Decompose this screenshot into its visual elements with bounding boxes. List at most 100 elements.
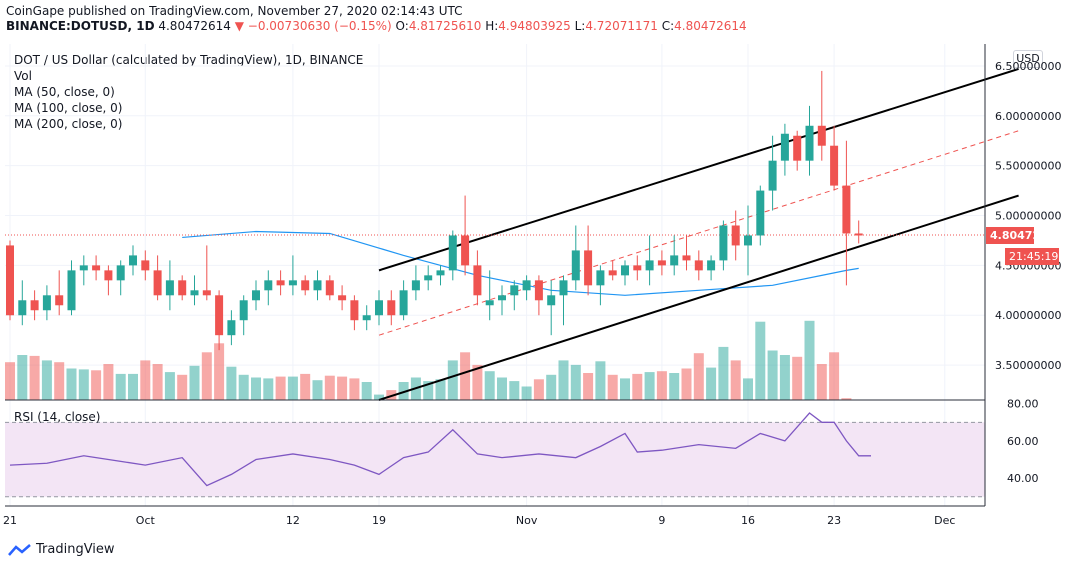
ohlc-line: BINANCE:DOTUSD, 1D 4.80472614 ▼ −0.00730… [6,19,747,34]
volume-bar-30 [374,394,384,400]
countdown-tag: 21:45:19 [1009,250,1058,263]
price-tags: 4.80472614 21:45:19 [986,227,1063,265]
open-value: 4.81725610 [408,19,482,33]
volume-bar-58 [718,346,729,400]
volume-bar-63 [779,355,790,400]
candle-body-23 [288,280,297,286]
volume-bar-20 [251,377,261,400]
candle-body-58 [719,225,728,261]
candle-body-12 [153,270,162,296]
volume-bar-39 [484,371,495,400]
volume-bar-48 [595,361,606,400]
footer-brand[interactable]: TradingView [8,542,115,557]
candle-body-56 [694,260,703,271]
candle-body-67 [830,145,839,186]
candle-body-44 [547,295,556,306]
volume-bar-3 [41,360,52,400]
candle-body-20 [252,290,260,301]
legend-ma50[interactable]: MA (50, close, 0) [14,85,115,99]
candle-body-37 [461,235,470,266]
time-tick-8: Dec [934,514,955,527]
volume-bar-53 [656,371,667,400]
candle-body-53 [657,260,666,266]
volume-bar-0 [5,362,15,400]
volume-bar-60 [743,378,753,400]
candle-body-10 [129,255,137,266]
currency-button[interactable]: USD [1013,50,1043,68]
close-label: C: [661,19,675,33]
volume-bar-38 [472,364,483,400]
price-tick-3: 5.00000000 [995,210,1061,223]
candle-body-43 [534,280,543,301]
time-tick-1: Oct [136,514,156,527]
volume-bar-21 [263,378,274,400]
rsi-band [5,412,985,498]
candle-body-57 [707,260,716,271]
volume-bar-19 [238,374,249,400]
candle-body-28 [350,300,359,321]
candle-body-15 [190,290,199,296]
volume-bar-8 [103,364,114,400]
candle-body-8 [104,270,113,281]
volume-bar-40 [497,377,507,400]
candle-body-42 [522,280,531,291]
volume-bar-12 [152,364,163,400]
ma50-line [182,230,859,296]
volume-bar-9 [115,373,126,400]
candle-body-14 [178,280,187,296]
legend-ma100[interactable]: MA (100, close, 0) [14,101,123,115]
price-tag-bg [986,227,1034,244]
time-tick-5: 9 [658,514,665,527]
volume-bar-2 [29,355,40,400]
chart-title[interactable]: DOT / US Dollar (calculated by TradingVi… [14,53,364,67]
rsi-tick-2: 40.00 [1007,472,1039,485]
indicator-legend: DOT / US Dollar (calculated by TradingVi… [14,52,363,132]
volume-bar-41 [509,381,520,400]
volume-bar-36 [447,360,458,400]
footer-brand-text: TradingView [36,542,115,557]
candle-body-34 [424,275,433,281]
volume-bars [5,320,852,400]
volume-bar-66 [816,364,827,400]
volume-bar-55 [681,368,692,400]
volume-bar-37 [460,352,471,400]
candle-body-16 [202,290,211,296]
low-label: L: [574,19,586,33]
volume-bar-23 [287,376,298,400]
volume-bar-50 [620,378,630,400]
time-tick-7: 23 [827,514,841,527]
candle-body-2 [30,300,39,311]
rsi-line [9,412,871,487]
candle-body-54 [670,255,679,266]
volume-bar-17 [214,343,225,400]
candle-body-0 [6,245,14,316]
trendline-1 [378,194,1019,401]
candle-body-61 [756,190,765,236]
time-tick-2: 12 [286,514,300,527]
candle-body-30 [375,300,383,316]
candle-body-21 [264,280,273,291]
volume-bar-7 [91,370,102,400]
candle-body-62 [768,160,777,191]
close-value: 4.80472614 [674,19,747,33]
rsi-label[interactable]: RSI (14, close) [14,410,101,424]
legend-ma200[interactable]: MA (200, close, 0) [14,117,123,131]
candle-body-7 [92,265,101,271]
rsi-tick-0: 80.00 [1007,398,1039,411]
volume-bar-32 [398,382,409,400]
volume-bar-65 [804,320,815,400]
volume-bar-68 [841,398,852,400]
volume-bar-5 [66,368,77,400]
volume-bar-57 [706,367,717,400]
candle-body-4 [55,295,64,306]
legend-vol[interactable]: Vol [14,69,32,83]
volume-bar-10 [128,373,138,400]
candle-body-39 [485,300,494,306]
rsi-tick-1: 60.00 [1007,435,1039,448]
volume-bar-18 [226,366,237,400]
volume-bar-64 [792,356,803,400]
candle-body-63 [780,133,789,161]
rsi-band-fill [5,422,985,497]
volume-bar-67 [829,352,840,400]
